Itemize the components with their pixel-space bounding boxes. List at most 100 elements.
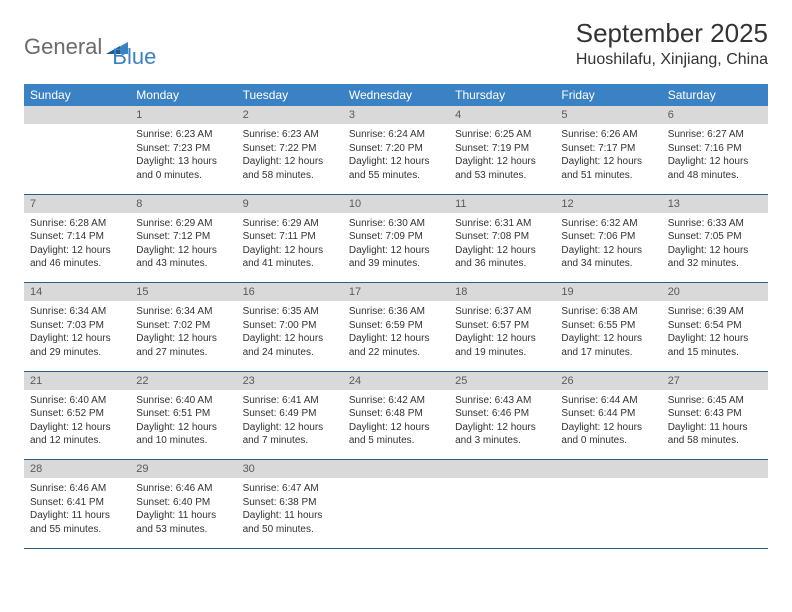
day-number: 30 [237,460,343,479]
day-cell: Sunrise: 6:45 AMSunset: 6:43 PMDaylight:… [662,390,768,460]
daylight-text: Daylight: 12 hours and 32 minutes. [668,244,762,271]
day-number: 23 [237,371,343,390]
day-number: 6 [662,106,768,124]
sunrise-text: Sunrise: 6:42 AM [349,394,443,408]
day-cell: Sunrise: 6:35 AMSunset: 7:00 PMDaylight:… [237,301,343,371]
sunrise-text: Sunrise: 6:32 AM [561,217,655,231]
sunrise-text: Sunrise: 6:23 AM [243,128,337,142]
day-number: 3 [343,106,449,124]
daylight-text: Daylight: 13 hours and 0 minutes. [136,155,230,182]
day-number: 16 [237,283,343,302]
daylight-text: Daylight: 12 hours and 58 minutes. [243,155,337,182]
sunrise-text: Sunrise: 6:34 AM [136,305,230,319]
day-cell: Sunrise: 6:40 AMSunset: 6:52 PMDaylight:… [24,390,130,460]
logo: General Blue [24,24,156,70]
day-number: 25 [449,371,555,390]
daylight-text: Daylight: 12 hours and 7 minutes. [243,421,337,448]
calendar-table: Sunday Monday Tuesday Wednesday Thursday… [24,84,768,549]
day-cell: Sunrise: 6:28 AMSunset: 7:14 PMDaylight:… [24,213,130,283]
sunrise-text: Sunrise: 6:27 AM [668,128,762,142]
day-cell: Sunrise: 6:27 AMSunset: 7:16 PMDaylight:… [662,124,768,194]
sunset-text: Sunset: 6:49 PM [243,407,337,421]
day-number-row: 282930 [24,460,768,479]
sunset-text: Sunset: 7:08 PM [455,230,549,244]
sunset-text: Sunset: 6:51 PM [136,407,230,421]
day-number-row: 78910111213 [24,194,768,213]
sunset-text: Sunset: 7:16 PM [668,142,762,156]
day-cell: Sunrise: 6:46 AMSunset: 6:41 PMDaylight:… [24,478,130,548]
daylight-text: Daylight: 12 hours and 39 minutes. [349,244,443,271]
day-number [343,460,449,479]
day-cell [24,124,130,194]
daylight-text: Daylight: 11 hours and 53 minutes. [136,509,230,536]
day-cell: Sunrise: 6:36 AMSunset: 6:59 PMDaylight:… [343,301,449,371]
day-cell [555,478,661,548]
sunrise-text: Sunrise: 6:28 AM [30,217,124,231]
day-number: 27 [662,371,768,390]
sunset-text: Sunset: 6:52 PM [30,407,124,421]
location-text: Huoshilafu, Xinjiang, China [576,51,768,69]
sunset-text: Sunset: 6:40 PM [136,496,230,510]
daylight-text: Daylight: 12 hours and 19 minutes. [455,332,549,359]
day-number: 17 [343,283,449,302]
day-cell: Sunrise: 6:29 AMSunset: 7:11 PMDaylight:… [237,213,343,283]
sunrise-text: Sunrise: 6:25 AM [455,128,549,142]
sunrise-text: Sunrise: 6:44 AM [561,394,655,408]
daylight-text: Daylight: 12 hours and 34 minutes. [561,244,655,271]
day-number [24,106,130,124]
day-number: 9 [237,194,343,213]
logo-text-gray: General [24,34,102,60]
sunrise-text: Sunrise: 6:24 AM [349,128,443,142]
day-content-row: Sunrise: 6:28 AMSunset: 7:14 PMDaylight:… [24,213,768,283]
sunset-text: Sunset: 7:17 PM [561,142,655,156]
day-cell: Sunrise: 6:46 AMSunset: 6:40 PMDaylight:… [130,478,236,548]
day-number: 2 [237,106,343,124]
day-content-row: Sunrise: 6:23 AMSunset: 7:23 PMDaylight:… [24,124,768,194]
calendar-body: 123456Sunrise: 6:23 AMSunset: 7:23 PMDay… [24,106,768,548]
daylight-text: Daylight: 12 hours and 0 minutes. [561,421,655,448]
day-cell: Sunrise: 6:32 AMSunset: 7:06 PMDaylight:… [555,213,661,283]
sunset-text: Sunset: 7:19 PM [455,142,549,156]
day-cell: Sunrise: 6:26 AMSunset: 7:17 PMDaylight:… [555,124,661,194]
day-number: 22 [130,371,236,390]
sunrise-text: Sunrise: 6:29 AM [136,217,230,231]
day-number: 13 [662,194,768,213]
sunset-text: Sunset: 7:00 PM [243,319,337,333]
sunset-text: Sunset: 7:09 PM [349,230,443,244]
day-cell: Sunrise: 6:34 AMSunset: 7:02 PMDaylight:… [130,301,236,371]
day-cell: Sunrise: 6:34 AMSunset: 7:03 PMDaylight:… [24,301,130,371]
daylight-text: Daylight: 11 hours and 50 minutes. [243,509,337,536]
sunset-text: Sunset: 7:03 PM [30,319,124,333]
day-number: 18 [449,283,555,302]
day-cell: Sunrise: 6:29 AMSunset: 7:12 PMDaylight:… [130,213,236,283]
daylight-text: Daylight: 11 hours and 58 minutes. [668,421,762,448]
sunset-text: Sunset: 7:11 PM [243,230,337,244]
sunrise-text: Sunrise: 6:31 AM [455,217,549,231]
daylight-text: Daylight: 12 hours and 10 minutes. [136,421,230,448]
sunrise-text: Sunrise: 6:39 AM [668,305,762,319]
sunset-text: Sunset: 7:12 PM [136,230,230,244]
day-header: Tuesday [237,84,343,106]
sunset-text: Sunset: 6:46 PM [455,407,549,421]
day-cell: Sunrise: 6:41 AMSunset: 6:49 PMDaylight:… [237,390,343,460]
daylight-text: Daylight: 12 hours and 27 minutes. [136,332,230,359]
day-number-row: 21222324252627 [24,371,768,390]
daylight-text: Daylight: 12 hours and 41 minutes. [243,244,337,271]
day-cell: Sunrise: 6:23 AMSunset: 7:22 PMDaylight:… [237,124,343,194]
day-cell: Sunrise: 6:39 AMSunset: 6:54 PMDaylight:… [662,301,768,371]
day-cell: Sunrise: 6:25 AMSunset: 7:19 PMDaylight:… [449,124,555,194]
daylight-text: Daylight: 12 hours and 48 minutes. [668,155,762,182]
day-number: 5 [555,106,661,124]
day-number: 14 [24,283,130,302]
sunset-text: Sunset: 7:05 PM [668,230,762,244]
day-content-row: Sunrise: 6:40 AMSunset: 6:52 PMDaylight:… [24,390,768,460]
day-cell: Sunrise: 6:38 AMSunset: 6:55 PMDaylight:… [555,301,661,371]
day-number [555,460,661,479]
day-number [662,460,768,479]
day-header: Thursday [449,84,555,106]
day-header: Monday [130,84,236,106]
sunrise-text: Sunrise: 6:33 AM [668,217,762,231]
day-cell: Sunrise: 6:40 AMSunset: 6:51 PMDaylight:… [130,390,236,460]
sunrise-text: Sunrise: 6:36 AM [349,305,443,319]
sunset-text: Sunset: 7:02 PM [136,319,230,333]
